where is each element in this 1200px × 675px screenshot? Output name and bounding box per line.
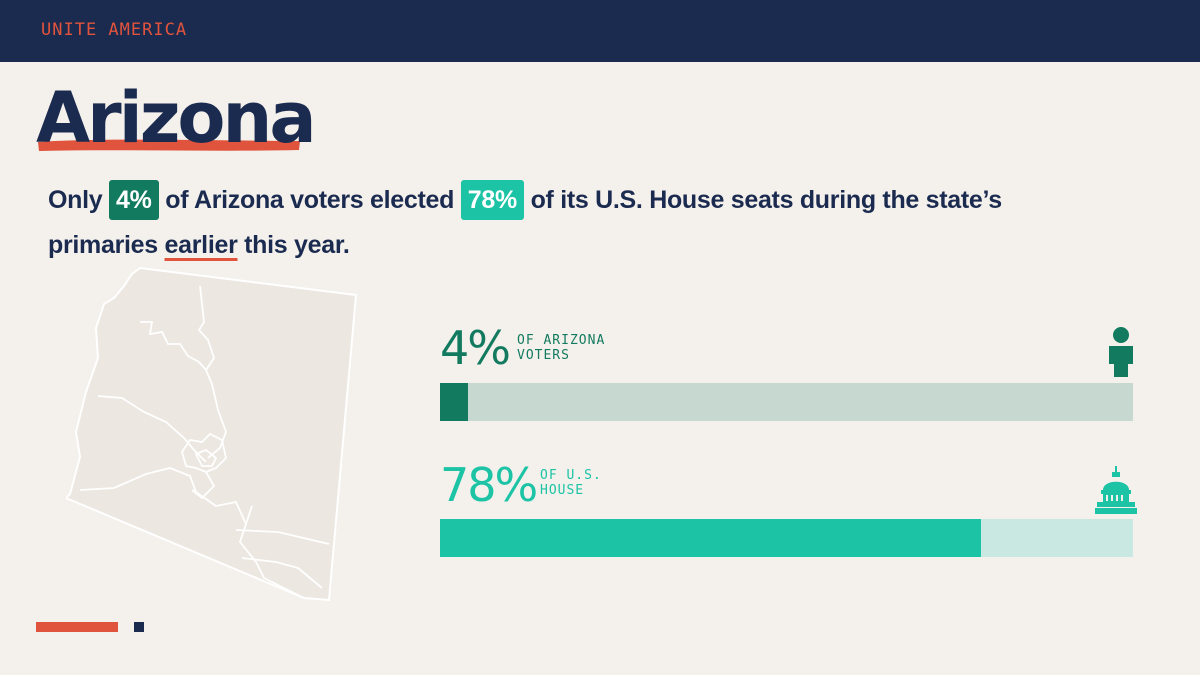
arizona-map	[66, 266, 358, 602]
district-lines	[79, 285, 330, 599]
house-bar-track	[440, 519, 1133, 557]
house-bar	[440, 519, 981, 557]
capitol-icon	[1095, 466, 1137, 514]
header-bar: UNITE AMERICA	[0, 0, 1200, 62]
summary-sentence: Only 4% of Arizona voters elected 78% of…	[48, 178, 1068, 268]
voters-bar-track	[440, 383, 1133, 421]
title-underline-brush	[38, 139, 300, 151]
footer-blue-square	[134, 622, 144, 632]
sentence-part-1: Only	[48, 186, 103, 214]
house-pct-label: 78%	[440, 458, 538, 512]
person-icon	[1109, 327, 1133, 377]
house-label-line-1: OF U.S.	[540, 468, 602, 483]
sentence-part-3: of its U.S. House seats during the state…	[48, 186, 1002, 259]
voters-label-line-2: VOTERS	[517, 348, 570, 363]
house-category-label: OF U.S. HOUSE	[540, 468, 602, 498]
title-block: Arizona	[36, 77, 317, 159]
house-label-line-2: HOUSE	[540, 483, 585, 498]
voters-category-label: OF ARIZONA VOTERS	[517, 333, 605, 363]
voters-label-line-1: OF ARIZONA	[517, 333, 606, 348]
sentence-underlined-word: earlier	[164, 231, 238, 259]
sentence-part-2: of Arizona voters elected	[165, 186, 455, 214]
house-pct-pill: 78%	[460, 180, 524, 220]
footer-red-stripe	[36, 622, 118, 632]
sentence-part-4: this year.	[244, 231, 350, 259]
voters-bar	[440, 383, 468, 421]
brand-name: UNITE AMERICA	[41, 20, 188, 40]
voters-pct-pill: 4%	[109, 180, 159, 220]
page-title: Arizona	[36, 77, 317, 159]
voters-pct-label: 4%	[440, 321, 511, 375]
